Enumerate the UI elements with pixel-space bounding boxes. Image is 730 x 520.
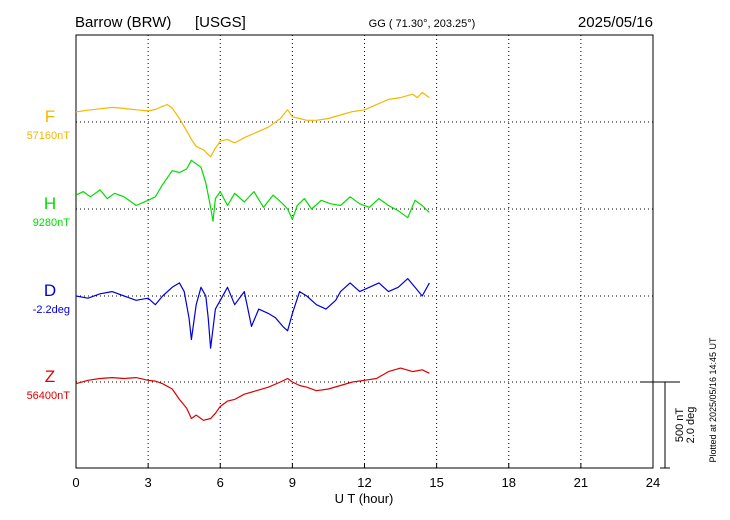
series-baseline-d: -2.2deg (33, 304, 70, 316)
series-line-z (75, 367, 430, 421)
series-baseline-z: 56400nT (27, 390, 71, 402)
x-tick-label: 18 (502, 475, 516, 490)
series-line-d (75, 278, 430, 349)
series-group: F 57160nT H 9280nT D -2.2deg Z 56400nT (27, 91, 430, 421)
x-tick-label: 6 (217, 475, 224, 490)
series-name-h: H (44, 194, 56, 213)
x-axis-ticks: 0 3 6 9 12 15 18 21 24 (72, 463, 660, 490)
series-name-z: Z (45, 367, 55, 386)
series-baseline-f: 57160nT (27, 130, 71, 142)
x-tick-label: 9 (289, 475, 296, 490)
x-tick-label: 21 (574, 475, 588, 490)
x-tick-label: 15 (429, 475, 443, 490)
series-baseline-h: 9280nT (33, 217, 71, 229)
x-tick-label: 3 (145, 475, 152, 490)
series-line-f (75, 91, 430, 158)
x-axis-label: U T (hour) (335, 491, 394, 506)
series-name-d: D (44, 281, 56, 300)
coordinates-label: GG ( 71.30°, 203.25°) (369, 18, 476, 30)
station-title: Barrow (BRW) (75, 14, 171, 31)
x-tick-label: 0 (72, 475, 79, 490)
scale-deg-label: 2.0 deg (685, 407, 697, 444)
series-line-h (75, 159, 430, 222)
series-name-f: F (45, 107, 55, 126)
plotted-timestamp: Plotted at 2025/05/16 14:45 UT (708, 337, 718, 463)
source-label: [USGS] (195, 14, 246, 31)
x-tick-label: 24 (646, 475, 660, 490)
date-label: 2025/05/16 (578, 14, 653, 31)
x-tick-label: 12 (357, 475, 371, 490)
scale-bar: 500 nT 2.0 deg (640, 381, 697, 469)
scale-nt-label: 500 nT (674, 408, 686, 443)
grid (76, 35, 653, 468)
